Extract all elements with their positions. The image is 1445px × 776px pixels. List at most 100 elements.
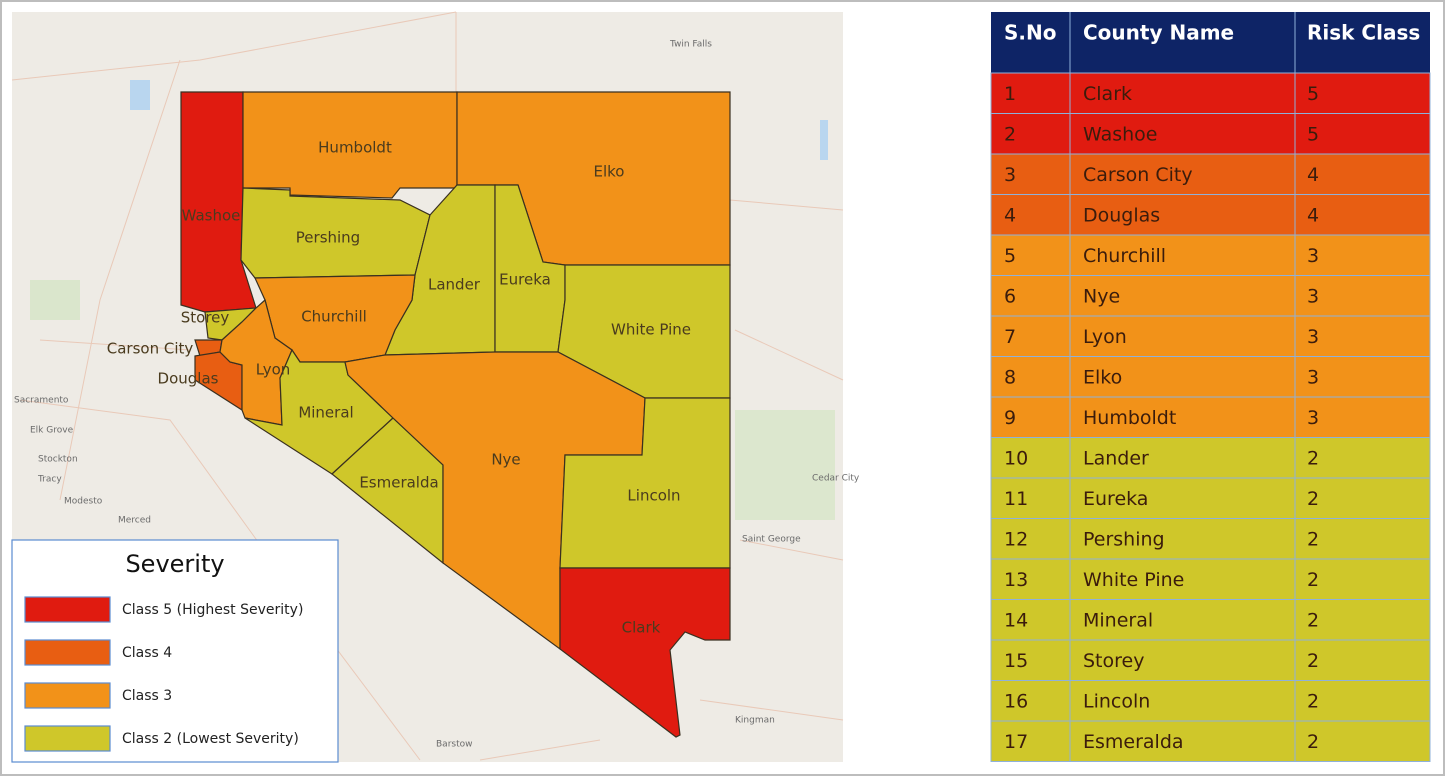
place-labels: Twin Falls Sacramento Elk Grove Stockton Tra…	[14, 40, 860, 750]
table-cell: 15	[1004, 650, 1028, 672]
place-label: Cedar City	[812, 474, 860, 484]
table-row	[990, 437, 1431, 479]
table-row	[990, 639, 1431, 681]
table-row	[990, 194, 1431, 236]
legend-swatch	[24, 725, 111, 752]
table-cell: 13	[1004, 569, 1028, 591]
table-cell: 2	[1307, 609, 1319, 631]
place-label: Tracy	[37, 475, 62, 485]
table-cell: Elko	[1083, 366, 1122, 388]
county-label: Elko	[594, 163, 625, 181]
table-cell: 4	[1004, 204, 1016, 226]
county-label: Mineral	[298, 404, 353, 422]
table-row	[990, 275, 1431, 317]
place-label: Stockton	[38, 455, 78, 465]
table-row	[990, 396, 1431, 438]
table-cell: 3	[1307, 407, 1319, 429]
table-cell: 3	[1004, 164, 1016, 186]
table-row	[990, 356, 1431, 398]
place-label: Merced	[118, 516, 151, 526]
legend-label: Class 5 (Highest Severity)	[122, 602, 303, 618]
table-cell: 1	[1004, 83, 1016, 105]
table-row	[990, 599, 1431, 641]
table: S.No County Name Risk Class 1 Clark 5 2 Washoe 5…	[990, 12, 1431, 762]
table-cell: 14	[1004, 609, 1028, 631]
legend-label: Class 4	[122, 645, 172, 661]
table-cell: Churchill	[1083, 245, 1166, 267]
place-label: Kingman	[735, 716, 775, 726]
county-label: Washoe	[182, 207, 241, 225]
table-cell: 2	[1307, 731, 1319, 753]
table-cell: Lander	[1083, 447, 1149, 469]
legend-title: Severity	[125, 550, 224, 578]
table-cell: 3	[1307, 245, 1319, 267]
county-shape	[559, 567, 731, 738]
county-label: Nye	[491, 451, 520, 469]
table-cell: 2	[1307, 528, 1319, 550]
table-cell: 11	[1004, 488, 1028, 510]
county-label: Clark	[622, 619, 661, 637]
table-row	[990, 720, 1431, 762]
table-cell: Storey	[1083, 650, 1144, 672]
table-cell: 5	[1307, 123, 1319, 145]
table-cell: 4	[1307, 164, 1319, 186]
table-cell: 17	[1004, 731, 1028, 753]
table-row	[990, 113, 1431, 155]
table-cell: 8	[1004, 366, 1016, 388]
table-cell: Nye	[1083, 285, 1120, 307]
county-labels: Washoe Humboldt Elko Pershing Lander Eur…	[107, 139, 691, 637]
counties	[180, 91, 731, 738]
legend-label: Class 2 (Lowest Severity)	[122, 731, 299, 747]
legend-swatch	[24, 639, 111, 666]
table-cell: Eureka	[1083, 488, 1148, 510]
table-cell: Pershing	[1083, 528, 1165, 550]
table-row	[990, 234, 1431, 276]
table-cell: 2	[1307, 650, 1319, 672]
table-cell: 2	[1307, 488, 1319, 510]
table-cell: Clark	[1083, 83, 1132, 105]
county-label: Humboldt	[318, 139, 392, 157]
column-header: County Name	[1083, 21, 1234, 45]
table-row	[990, 315, 1431, 357]
place-label: Barstow	[436, 740, 472, 750]
table-row	[990, 72, 1431, 114]
county-label: Pershing	[296, 229, 360, 247]
county-label: Storey	[181, 309, 230, 327]
table-cell: 2	[1307, 569, 1319, 591]
table-row	[990, 477, 1431, 519]
table-cell: 6	[1004, 285, 1016, 307]
legend-swatch	[24, 596, 111, 623]
place-label: Saint George	[742, 535, 801, 545]
county-label: Esmeralda	[359, 474, 438, 492]
county-label: Douglas	[158, 370, 219, 388]
table-cell: Lincoln	[1083, 690, 1150, 712]
place-label: Sacramento	[14, 396, 69, 406]
table-cell: 16	[1004, 690, 1028, 712]
table-row	[990, 153, 1431, 195]
table-cell: 2	[1307, 447, 1319, 469]
table-cell: Mineral	[1083, 609, 1153, 631]
table-cell: 9	[1004, 407, 1016, 429]
table-cell: Humboldt	[1083, 407, 1176, 429]
place-label: Modesto	[64, 497, 103, 507]
table-cell: 10	[1004, 447, 1028, 469]
table-cell: 12	[1004, 528, 1028, 550]
table-cell: 3	[1307, 326, 1319, 348]
table-cell: Douglas	[1083, 204, 1160, 226]
table-cell: 5	[1307, 83, 1319, 105]
county-label: Eureka	[499, 271, 551, 289]
table-cell: 3	[1307, 285, 1319, 307]
table-cell: Washoe	[1083, 123, 1157, 145]
table-row	[990, 558, 1431, 600]
table-cell: Carson City	[1083, 164, 1193, 186]
table-cell: White Pine	[1083, 569, 1184, 591]
county-label: Carson City	[107, 340, 194, 358]
table-cell: Lyon	[1083, 326, 1127, 348]
county-label: White Pine	[611, 321, 691, 339]
legend: Severity Class 5 (Highest Severity) Class…	[11, 539, 339, 763]
column-header: S.No	[1004, 21, 1056, 45]
table-cell: Esmeralda	[1083, 731, 1184, 753]
table-cell: 7	[1004, 326, 1016, 348]
